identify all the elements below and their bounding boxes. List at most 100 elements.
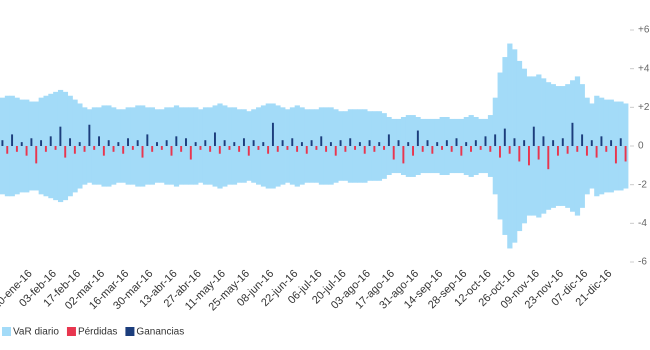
bar xyxy=(209,146,212,152)
bar xyxy=(349,138,352,146)
bar xyxy=(571,122,574,146)
bar xyxy=(102,146,105,156)
bar xyxy=(581,134,584,146)
bar xyxy=(556,146,559,156)
bar xyxy=(141,146,144,158)
bar xyxy=(25,146,28,156)
bar xyxy=(489,146,492,152)
bar xyxy=(619,138,622,146)
bar xyxy=(503,128,506,146)
legend-label: Pérdidas xyxy=(78,327,117,338)
bar xyxy=(30,138,33,146)
bar xyxy=(470,146,472,152)
bar xyxy=(499,146,501,158)
bar xyxy=(93,146,96,150)
bar xyxy=(15,146,18,152)
bar xyxy=(165,140,168,146)
bar xyxy=(537,146,540,160)
bar xyxy=(247,146,250,156)
bar xyxy=(257,146,260,150)
bar xyxy=(98,136,100,146)
bar xyxy=(242,138,245,146)
bar xyxy=(223,140,226,146)
bar xyxy=(281,140,284,146)
bar xyxy=(305,146,308,154)
bar xyxy=(320,136,323,146)
bar xyxy=(528,146,530,166)
bar xyxy=(624,146,627,162)
bar xyxy=(267,146,270,154)
bar xyxy=(40,140,43,146)
bar xyxy=(189,146,192,160)
y-tick-label: -4 xyxy=(638,218,647,229)
bar xyxy=(300,142,303,146)
bar xyxy=(325,146,328,152)
bar xyxy=(122,146,125,154)
bar xyxy=(358,142,361,146)
bar xyxy=(329,142,332,146)
bar xyxy=(59,126,62,146)
legend-swatch xyxy=(66,327,76,336)
bar xyxy=(20,142,23,146)
bar xyxy=(214,132,216,146)
bar xyxy=(286,146,289,150)
bar xyxy=(69,138,72,146)
bar xyxy=(354,146,357,150)
bar xyxy=(421,146,424,152)
bar xyxy=(73,146,76,154)
bar xyxy=(455,138,458,146)
legend-label: VaR diario xyxy=(13,327,59,338)
bar xyxy=(276,146,279,152)
bar xyxy=(44,146,47,152)
bar xyxy=(6,146,9,154)
y-tick-label: -2 xyxy=(638,179,647,190)
bar-layer xyxy=(1,122,627,170)
bar xyxy=(262,142,265,146)
legend-swatch xyxy=(125,327,135,336)
bar xyxy=(585,146,588,156)
bar xyxy=(518,146,521,162)
bar xyxy=(151,146,154,152)
bar xyxy=(542,136,545,146)
bar xyxy=(204,140,207,146)
bar xyxy=(310,140,313,146)
bar xyxy=(523,140,526,146)
bar xyxy=(334,146,337,156)
bar xyxy=(610,140,613,146)
bar xyxy=(566,146,569,154)
bar xyxy=(146,134,149,146)
bar xyxy=(296,146,299,152)
bar xyxy=(600,136,603,146)
bar xyxy=(378,142,381,146)
bar xyxy=(383,146,386,150)
bar xyxy=(107,140,110,146)
bar xyxy=(595,146,598,158)
bar xyxy=(180,146,183,152)
bar xyxy=(199,146,202,150)
bar xyxy=(494,134,497,146)
bar xyxy=(387,134,390,146)
bar xyxy=(127,138,129,146)
bar xyxy=(363,146,366,154)
bar xyxy=(156,142,158,146)
bar xyxy=(228,146,231,150)
bar xyxy=(49,136,52,146)
bar xyxy=(252,140,255,146)
legend-label: Ganancias xyxy=(136,327,184,338)
bar xyxy=(479,146,482,150)
bar xyxy=(271,122,274,146)
bar xyxy=(339,140,342,146)
bar xyxy=(160,146,163,150)
bar xyxy=(368,140,371,146)
bar xyxy=(64,146,67,158)
bar xyxy=(431,146,434,154)
bar xyxy=(576,146,579,152)
bar xyxy=(605,146,608,152)
bar xyxy=(407,142,410,146)
bar xyxy=(112,146,115,152)
bar xyxy=(131,146,134,150)
bar xyxy=(315,146,318,150)
bar xyxy=(170,146,173,156)
bar xyxy=(54,146,57,150)
